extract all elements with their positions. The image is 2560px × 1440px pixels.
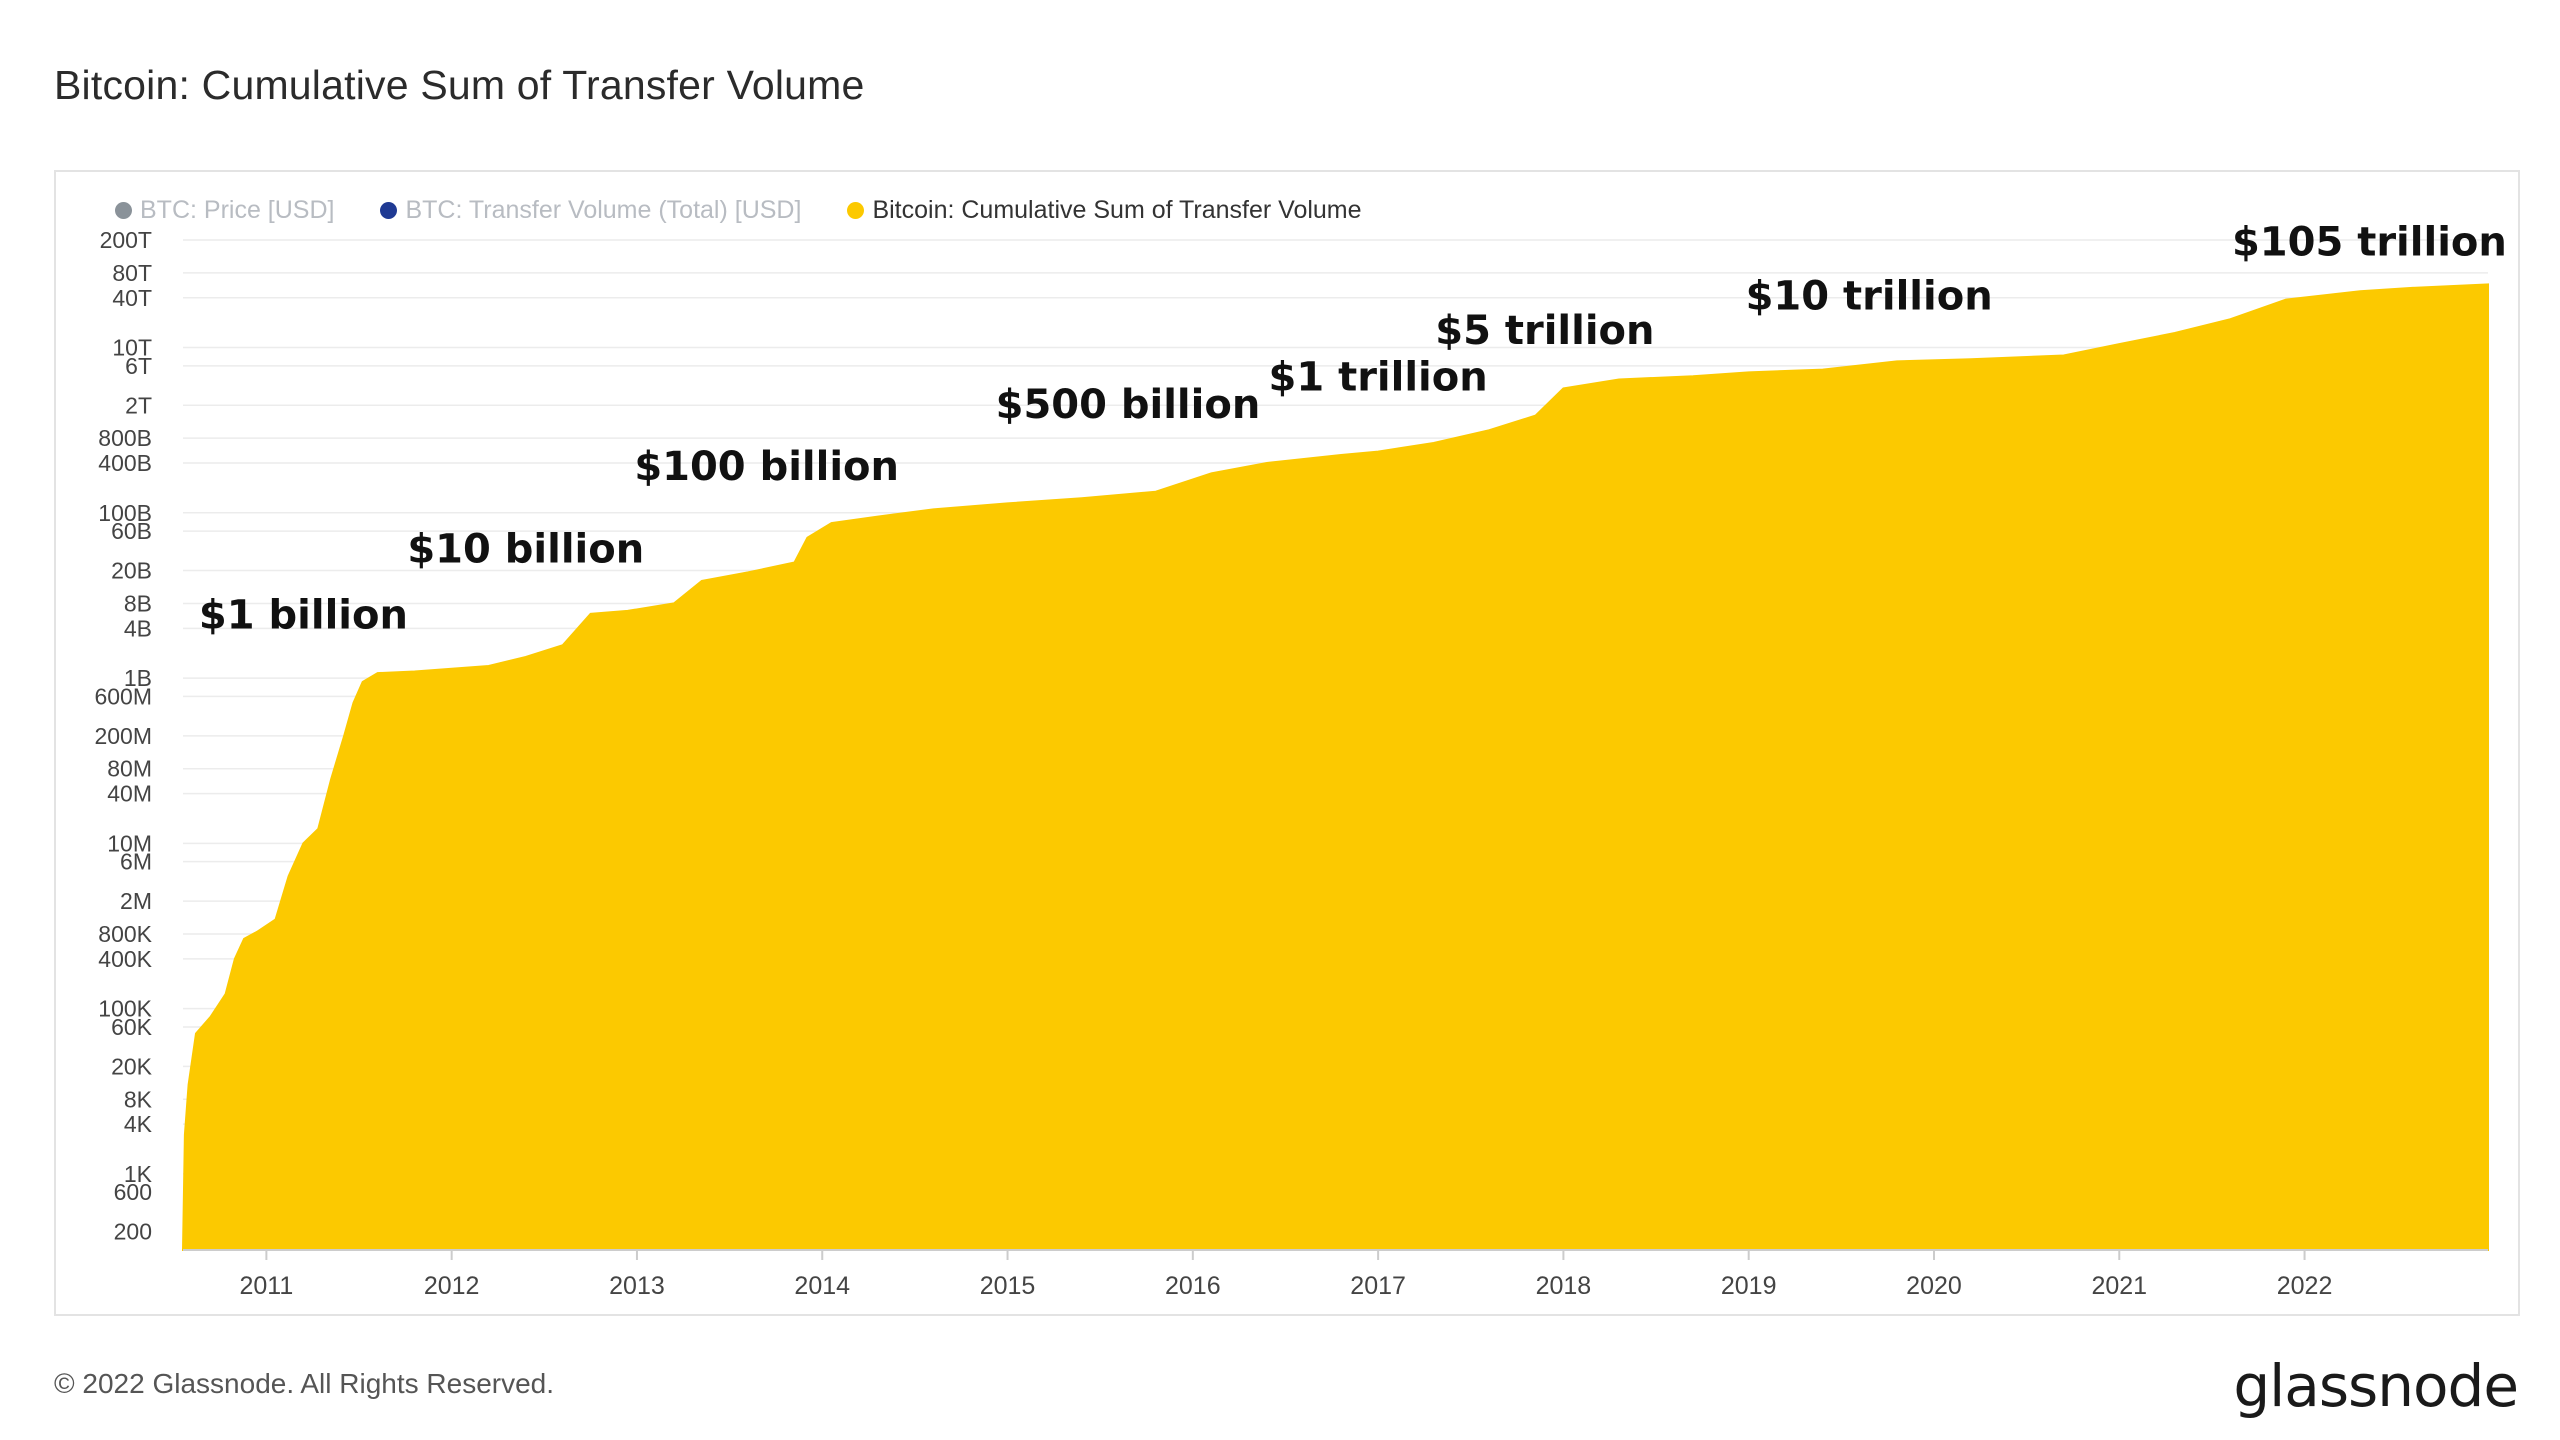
legend-dot-cumulative-sum	[847, 202, 865, 219]
y-tick-label: 400K	[98, 946, 152, 972]
x-tick-label: 2012	[424, 1272, 480, 1300]
annotation-label: $105 trillion	[2232, 219, 2507, 265]
chart-title: Bitcoin: Cumulative Sum of Transfer Volu…	[54, 62, 865, 108]
legend-item-transfer-volume[interactable]: BTC: Transfer Volume (Total) [USD]	[380, 196, 801, 225]
legend-dot-price	[115, 202, 132, 219]
annotation-label: $10 trillion	[1746, 273, 1993, 319]
y-tick-label: 8K	[124, 1086, 153, 1112]
y-tick-label: 40M	[107, 781, 152, 807]
y-tick-label: 80T	[112, 260, 152, 286]
chart-frame	[54, 170, 2520, 1316]
y-tick-label: 800B	[98, 425, 152, 451]
y-tick-label: 8B	[124, 590, 152, 616]
y-tick-label: 200M	[94, 723, 152, 749]
x-axis: 2011 2012 2013 2014 2015 2016 2017 2018 2019 2020…	[183, 1249, 2488, 1300]
x-tick-label: 2020	[1906, 1272, 1962, 1300]
y-tick-label: 6T	[125, 353, 152, 379]
y-tick-label: 100B	[98, 500, 152, 526]
y-tick-label: 40T	[112, 285, 152, 311]
legend: BTC: Price [USD] BTC: Transfer Volume (T…	[115, 196, 1362, 225]
x-tick-label: 2015	[980, 1272, 1036, 1300]
x-tick-label: 2019	[1721, 1272, 1777, 1300]
y-tick-label: 2M	[120, 888, 152, 914]
y-tick-label: 20B	[111, 558, 152, 584]
y-tick-label: 100K	[98, 996, 152, 1022]
y-tick-label: 200T	[100, 227, 152, 253]
y-tick-label: 20K	[111, 1053, 153, 1079]
annotation-label: $1 billion	[199, 592, 408, 638]
area-series	[181, 283, 2489, 1251]
y-tick-label: 60K	[111, 1014, 153, 1040]
y-tick-label: 800K	[98, 921, 152, 947]
annotation-label: $100 billion	[634, 444, 899, 490]
legend-dot-transfer-volume	[380, 202, 398, 219]
y-tick-label: 400B	[98, 450, 152, 476]
y-tick-label: 80M	[107, 756, 152, 782]
annotation-label: $5 trillion	[1435, 308, 1654, 354]
x-tick-label: 2021	[2091, 1272, 2147, 1300]
legend-label-price: BTC: Price [USD]	[140, 196, 335, 224]
y-tick-label: 10M	[107, 830, 152, 856]
y-tick-label: 600M	[94, 683, 152, 709]
legend-label-cumulative-sum: Bitcoin: Cumulative Sum of Transfer Volu…	[872, 196, 1362, 224]
annotation-label: $1 trillion	[1268, 355, 1487, 401]
x-tick-label: 2011	[239, 1272, 293, 1300]
x-tick-label: 2017	[1350, 1272, 1406, 1300]
y-tick-label: 1B	[124, 665, 152, 691]
y-tick-label: 200	[114, 1219, 152, 1245]
y-tick-label: 2T	[125, 392, 152, 418]
annotations: $1 billion $10 billion $100 billion $500 bi…	[199, 219, 2507, 638]
x-tick-label: 2022	[2277, 1272, 2333, 1300]
area-series-fill	[181, 283, 2489, 1251]
legend-item-price[interactable]: BTC: Price [USD]	[115, 196, 334, 225]
footer-copyright: © 2022 Glassnode. All Rights Reserved.	[54, 1368, 555, 1399]
y-tick-label: 6M	[120, 849, 152, 875]
y-tick-label: 1K	[124, 1161, 153, 1187]
legend-label-transfer-volume: BTC: Transfer Volume (Total) [USD]	[405, 196, 802, 224]
x-tick-label: 2013	[609, 1272, 665, 1300]
annotation-label: $500 billion	[996, 382, 1261, 428]
y-tick-label: 4B	[124, 615, 152, 641]
x-tick-label: 2016	[1165, 1272, 1221, 1300]
y-tick-label: 10T	[112, 335, 152, 361]
brand-logo[interactable]: glassnode	[2233, 1352, 2519, 1420]
y-tick-label: 60B	[111, 518, 152, 544]
legend-item-cumulative-sum[interactable]: Bitcoin: Cumulative Sum of Transfer Volu…	[847, 196, 1362, 225]
x-tick-label: 2018	[1536, 1272, 1592, 1300]
x-tick-label: 2014	[794, 1272, 850, 1300]
y-tick-label: 600	[114, 1179, 152, 1205]
y-tick-label: 4K	[124, 1111, 153, 1137]
annotation-label: $10 billion	[407, 527, 644, 573]
